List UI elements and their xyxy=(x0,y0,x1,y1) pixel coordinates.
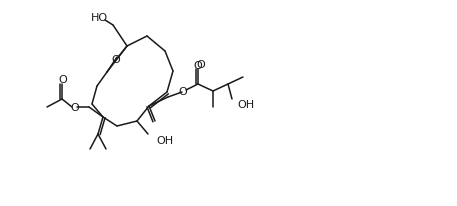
Text: OH: OH xyxy=(237,99,254,109)
Text: O: O xyxy=(179,87,187,97)
Text: O: O xyxy=(112,55,120,65)
Text: HO: HO xyxy=(90,13,107,23)
Text: O: O xyxy=(194,61,202,71)
Text: O: O xyxy=(58,75,67,85)
Text: O: O xyxy=(71,103,80,112)
Text: OH: OH xyxy=(156,135,173,145)
Text: O: O xyxy=(197,60,205,70)
